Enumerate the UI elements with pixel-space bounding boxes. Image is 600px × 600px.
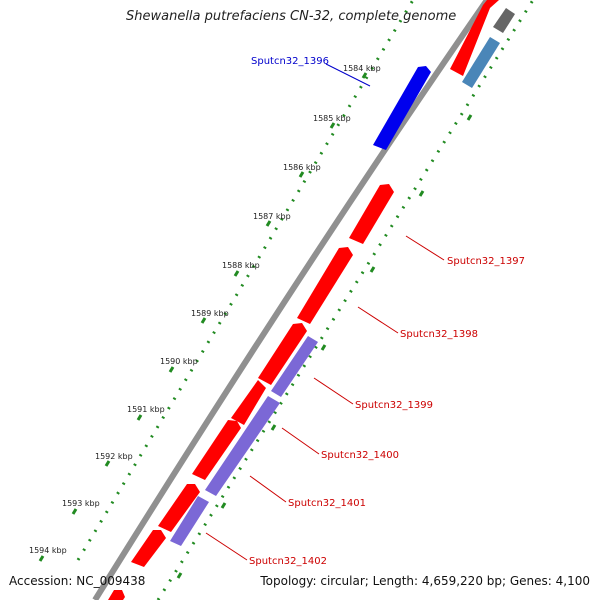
tick-label-1587: 1587 kbp	[253, 212, 291, 221]
major-ticks	[38, 72, 473, 579]
tick-label-1589: 1589 kbp	[191, 309, 229, 318]
map-title: Shewanella putrefaciens CN-32, complete …	[126, 9, 457, 24]
tick-label-1585: 1585 kbp	[313, 114, 351, 123]
gene-feature-grey[interactable]	[493, 8, 515, 33]
gene-label-sputcn32-1397[interactable]: Sputcn32_1397	[447, 256, 525, 267]
gene-feature-sputcn32-1396[interactable]	[373, 66, 431, 150]
gene-label-sputcn32-1396[interactable]: Sputcn32_1396	[251, 56, 329, 67]
gene-feature-rna[interactable]	[462, 37, 500, 88]
gene-label-sputcn32-1400[interactable]: Sputcn32_1400	[321, 450, 399, 461]
tick-label-1594: 1594 kbp	[29, 546, 67, 555]
tick-label-1588: 1588 kbp	[222, 261, 260, 270]
tick-label-1590: 1590 kbp	[160, 357, 198, 366]
tick-label-1586: 1586 kbp	[283, 163, 321, 172]
genome-backbone	[92, 0, 490, 600]
accession-text: Accession: NC_009438	[9, 574, 146, 588]
outer-red-genes[interactable]	[108, 0, 499, 600]
gene-label-sputcn32-1401[interactable]: Sputcn32_1401	[288, 498, 366, 509]
inner-tick-ring	[76, 0, 415, 561]
gene-leaders	[205, 63, 445, 561]
outer-tick-ring	[156, 0, 535, 600]
tick-label-1584: 1584 kbp	[343, 64, 381, 73]
topology-text: Topology: circular; Length: 4,659,220 bp…	[260, 574, 590, 588]
tick-label-1592: 1592 kbp	[95, 452, 133, 461]
tick-label-1593: 1593 kbp	[62, 499, 100, 508]
gene-label-sputcn32-1399[interactable]: Sputcn32_1399	[355, 400, 433, 411]
tick-label-1591: 1591 kbp	[127, 405, 165, 414]
gene-label-sputcn32-1402[interactable]: Sputcn32_1402	[249, 556, 327, 567]
gene-label-sputcn32-1398[interactable]: Sputcn32_1398	[400, 329, 478, 340]
outer-purple-genes[interactable]	[170, 336, 318, 546]
